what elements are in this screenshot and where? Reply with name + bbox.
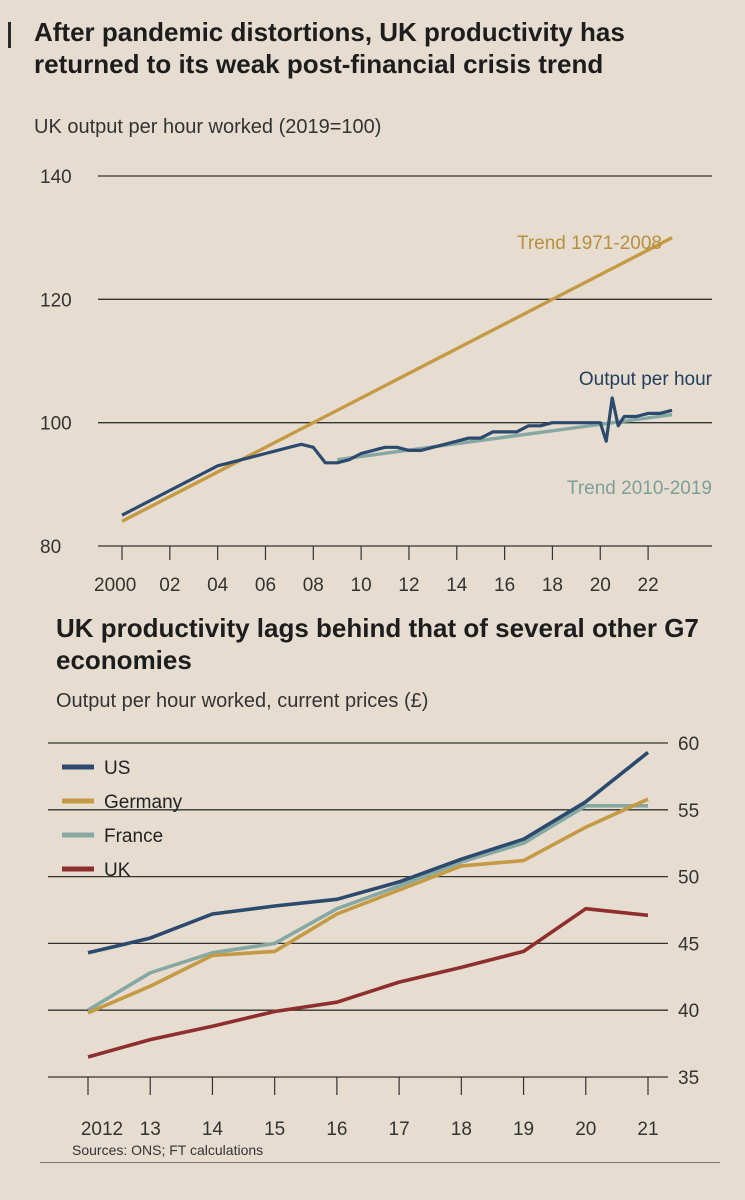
chart2-xtick-17: 17 [389,1119,410,1140]
chart1-xtick-18: 18 [542,575,563,596]
chart2-ytick-45: 45 [678,934,699,955]
chart1-ytick-140: 140 [40,167,72,188]
chart2-xtick-2012: 2012 [81,1119,123,1140]
chart1-xtick-04: 04 [207,575,229,596]
chart2-ytick-40: 40 [678,1001,699,1022]
chart2-legend-label-us: US [104,758,130,779]
chart1-subtitle: UK output per hour worked (2019=100) [34,116,382,138]
title-accent-bar [8,22,11,48]
chart2-legend-label-uk: UK [104,860,131,881]
chart1-ytick-120: 120 [40,290,72,311]
chart2-subtitle: Output per hour worked, current prices (… [56,690,429,712]
chart2-legend-label-germany: Germany [104,792,183,813]
chart1-label-trend-2010-2019: Trend 2010-2019 [567,478,712,499]
chart1-xtick-06: 06 [255,575,276,596]
sources-note: Sources: ONS; FT calculations [72,1142,264,1158]
chart1-title: After pandemic distortions, UK productiv… [34,17,625,79]
chart2-xtick-14: 14 [202,1119,224,1140]
chart1-xtick-2000: 2000 [94,575,136,596]
chart2-series-uk [87,906,649,1059]
chart2-ytick-55: 55 [678,801,699,822]
chart1-xtick-16: 16 [494,575,515,596]
chart1-xtick-02: 02 [159,575,180,596]
chart1-xtick-20: 20 [590,575,611,596]
chart1-ytick-80: 80 [40,537,61,558]
chart1-xtick-12: 12 [398,575,419,596]
chart2-series-france [87,803,648,1012]
chart2-xtick-20: 20 [575,1119,596,1140]
chart1-xtick-22: 22 [638,575,659,596]
chart2-legend-label-france: France [104,826,163,847]
chart1-series-trend-1971-2008 [121,236,673,523]
chart1-ytick-100: 100 [40,414,72,435]
chart2-ytick-35: 35 [678,1068,699,1089]
chart1-svg: 140 120 100 80 2000 02 04 06 08 10 12 14 16 18 20 22 Tre… [40,167,713,596]
chart2-title: UK productivity lags behind that of seve… [56,613,699,675]
chart1-label-trend-1971-2008: Trend 1971-2008 [517,233,662,254]
chart2-xtick-13: 13 [140,1119,161,1140]
chart2-series-us [87,750,650,955]
chart2-series-germany [87,797,649,1015]
chart1-xtick-08: 08 [303,575,324,596]
chart1-label-output-per-hour: Output per hour [579,369,713,390]
chart1-xtick-10: 10 [351,575,372,596]
chart2-xtick-16: 16 [326,1119,347,1140]
chart2-ytick-60: 60 [678,734,699,755]
chart2-xtick-15: 15 [264,1119,285,1140]
chart1-xtick-14: 14 [446,575,468,596]
chart1-series-output-per-hour [121,396,673,517]
chart2-ytick-50: 50 [678,868,699,889]
chart2-xtick-19: 19 [513,1119,534,1140]
bottom-rule [40,1162,720,1163]
chart2-xtick-21: 21 [637,1119,658,1140]
chart2-xtick-18: 18 [451,1119,472,1140]
